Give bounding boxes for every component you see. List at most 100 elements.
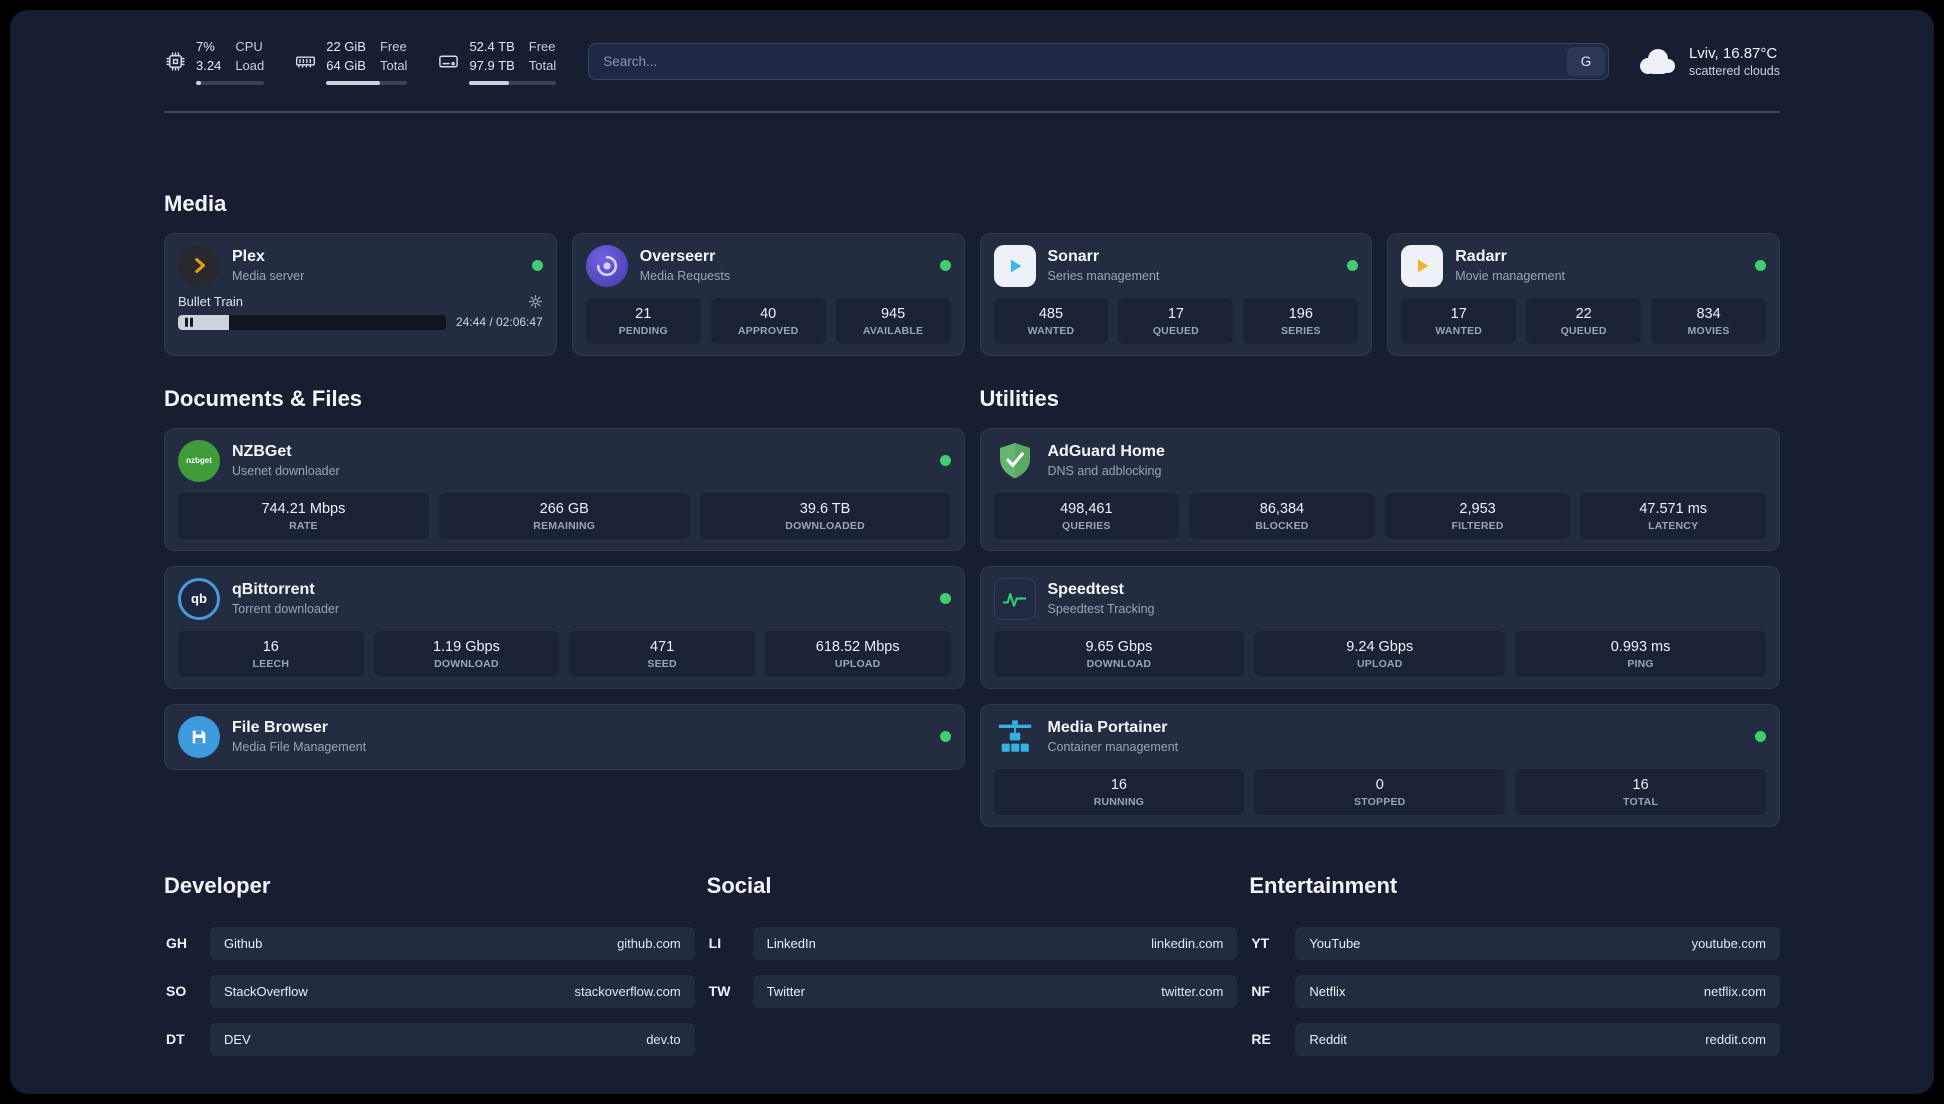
- stat-box: 17 WANTED: [1401, 297, 1517, 344]
- bookmark-abbr: YT: [1251, 935, 1270, 952]
- plex-icon: [178, 244, 220, 287]
- bookmark-row: SO StackOverflow stackoverflow.com: [164, 974, 695, 1008]
- ram-total-value: 64 GiB: [326, 57, 366, 73]
- app-name: NZBGet: [232, 443, 292, 461]
- bookmark-name: Netflix: [1309, 983, 1346, 999]
- bookmark-abbr: RE: [1251, 1031, 1271, 1048]
- stat-value: 17: [1450, 305, 1467, 322]
- stat-box: 471 SEED: [569, 630, 755, 677]
- bookmark-url: dev.to: [646, 1031, 681, 1047]
- app-name: File Browser: [232, 719, 329, 737]
- media-player-widget: Bullet Train 24:44 / 02:06:47: [178, 294, 543, 330]
- stat-box: 9.24 Gbps UPLOAD: [1254, 630, 1506, 677]
- cpu-load-value: 3.24: [196, 57, 222, 73]
- app-card-portainer[interactable]: Media Portainer Container management 16 …: [979, 703, 1780, 827]
- playback-progress-bar[interactable]: [178, 314, 446, 330]
- bookmark-name: Github: [224, 935, 263, 951]
- stat-box: 945 AVAILABLE: [835, 297, 951, 344]
- bookmark-link-linkedin[interactable]: LinkedIn linkedin.com: [752, 926, 1238, 960]
- stat-value: 86,384: [1259, 500, 1305, 517]
- stat-box: 86,384 BLOCKED: [1189, 492, 1375, 539]
- stat-value: 266 GB: [539, 500, 589, 517]
- bookmark-link-reddit[interactable]: Reddit reddit.com: [1295, 1022, 1780, 1056]
- qbittorrent-icon: qb: [178, 577, 220, 620]
- stat-box: 618.52 Mbps UPLOAD: [764, 630, 951, 677]
- bookmark-url: stackoverflow.com: [574, 983, 681, 999]
- app-card-plex[interactable]: Plex Media server Bullet Train: [164, 232, 557, 356]
- bookmark-url: github.com: [617, 935, 681, 951]
- stat-label: WANTED: [1027, 324, 1075, 337]
- stat-label: PING: [1627, 657, 1654, 670]
- stat-box: 21 PENDING: [585, 297, 701, 344]
- bookmark-link-github[interactable]: Github github.com: [210, 926, 695, 960]
- bookmark-row: RE Reddit reddit.com: [1249, 1022, 1780, 1056]
- app-subtitle: Usenet downloader: [232, 464, 340, 479]
- stat-value: 2,953: [1459, 500, 1496, 517]
- sonarr-icon: [993, 244, 1036, 287]
- stat-value: 471: [649, 638, 675, 655]
- section-title-documents: Documents & Files: [164, 385, 363, 411]
- stat-value: 196: [1288, 305, 1313, 322]
- app-card-adguard[interactable]: AdGuard Home DNS and adblocking 498,461 …: [979, 427, 1780, 551]
- stat-value: 16: [1110, 776, 1127, 793]
- stat-box: 0.993 ms PING: [1515, 630, 1766, 677]
- stat-value: 485: [1038, 305, 1064, 322]
- stat-label: TOTAL: [1623, 795, 1659, 808]
- cpu-chip-icon: [164, 50, 187, 73]
- bookmark-row: YT YouTube youtube.com: [1249, 926, 1780, 960]
- stat-value: 22: [1575, 305, 1592, 322]
- section-title-entertainment: Entertainment: [1249, 872, 1398, 898]
- search-input[interactable]: [588, 42, 1609, 80]
- pause-icon[interactable]: [185, 317, 193, 327]
- bookmark-row: LI LinkedIn linkedin.com: [707, 926, 1238, 960]
- stat-label: FILTERED: [1451, 519, 1504, 532]
- stat-label: APPROVED: [737, 324, 799, 337]
- app-card-radarr[interactable]: Radarr Movie management 17 WANTED 22 QUE…: [1387, 232, 1780, 356]
- app-card-overseerr[interactable]: Overseerr Media Requests 21 PENDING 40 A…: [571, 232, 965, 356]
- disk-total-value: 97.9 TB: [469, 57, 515, 73]
- app-subtitle: Media server: [232, 269, 305, 284]
- stat-box: 196 SERIES: [1243, 297, 1359, 344]
- app-card-sonarr[interactable]: Sonarr Series management 485 WANTED 17 Q…: [979, 232, 1373, 356]
- stat-label: LATENCY: [1648, 519, 1699, 532]
- app-subtitle: Torrent downloader: [232, 602, 340, 617]
- bookmark-link-youtube[interactable]: YouTube youtube.com: [1295, 926, 1780, 960]
- app-name: qBittorrent: [232, 581, 315, 599]
- stat-value: 9.24 Gbps: [1346, 638, 1414, 655]
- stat-box: 485 WANTED: [993, 297, 1109, 344]
- weather-widget[interactable]: Lviv, 16.87°C scattered clouds: [1635, 45, 1780, 78]
- app-name: Radarr: [1455, 248, 1507, 266]
- search-engine-button[interactable]: G: [1566, 46, 1605, 76]
- stat-label: PENDING: [618, 324, 668, 337]
- cloud-icon: [1635, 46, 1677, 76]
- bookmark-name: DEV: [224, 1031, 251, 1047]
- app-card-filebrowser[interactable]: File Browser Media File Management: [164, 703, 965, 770]
- cpu-metric: 7% 3.24 CPU Load: [164, 38, 265, 85]
- app-card-speedtest[interactable]: Speedtest Speedtest Tracking 9.65 Gbps D…: [979, 565, 1780, 689]
- adguard-icon: [994, 440, 1036, 482]
- bookmark-group-social: Social LI LinkedIn linkedin.com TW Twitt…: [707, 873, 1238, 1071]
- stat-value: 945: [880, 305, 906, 322]
- nzbget-icon: nzbget: [178, 439, 220, 482]
- stat-label: DOWNLOADED: [785, 519, 865, 532]
- app-subtitle: DNS and adblocking: [1047, 464, 1162, 479]
- bookmark-link-twitter[interactable]: Twitter twitter.com: [752, 974, 1238, 1008]
- stat-label: WANTED: [1435, 324, 1483, 337]
- gear-icon[interactable]: [528, 294, 543, 309]
- stat-box: 39.6 TB DOWNLOADED: [699, 492, 951, 539]
- stat-value: 744.21 Mbps: [261, 500, 346, 517]
- ram-free-label: Free: [379, 39, 407, 54]
- app-card-nzbget[interactable]: nzbget NZBGet Usenet downloader 744.21 M…: [164, 427, 965, 551]
- filebrowser-icon: [178, 715, 220, 758]
- now-playing-title: Bullet Train: [178, 293, 244, 309]
- ram-icon: [294, 50, 317, 73]
- bookmark-url: linkedin.com: [1151, 935, 1224, 951]
- bookmark-link-stackoverflow[interactable]: StackOverflow stackoverflow.com: [210, 974, 695, 1008]
- app-card-qbittorrent[interactable]: qb qBittorrent Torrent downloader 16 LEE…: [164, 565, 965, 689]
- stat-label: UPLOAD: [834, 657, 881, 670]
- disk-usage-bar: [469, 80, 557, 85]
- section-title-developer: Developer: [164, 872, 271, 898]
- bookmark-link-dev[interactable]: DEV dev.to: [210, 1022, 695, 1056]
- bookmark-link-netflix[interactable]: Netflix netflix.com: [1295, 974, 1780, 1008]
- status-dot: [531, 260, 543, 272]
